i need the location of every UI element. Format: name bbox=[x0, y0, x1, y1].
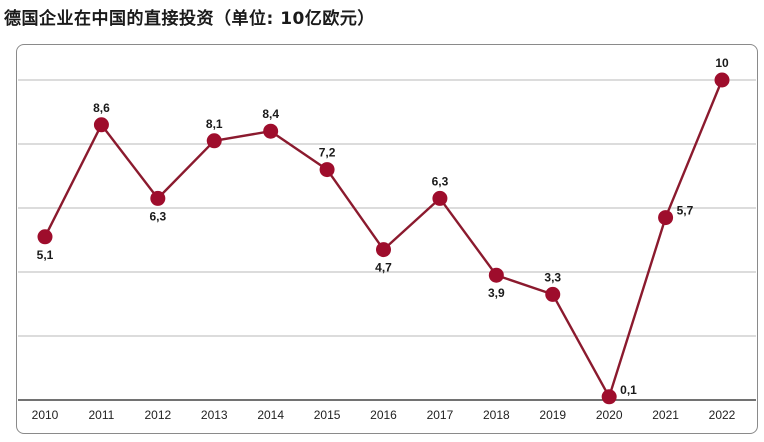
data-point-2010 bbox=[37, 229, 53, 245]
data-point-2017 bbox=[432, 190, 448, 206]
data-label-2012: 6,3 bbox=[149, 209, 166, 223]
data-point-2015 bbox=[319, 162, 335, 178]
gridlines bbox=[18, 79, 756, 401]
data-point-2013 bbox=[206, 133, 222, 149]
data-point-2022 bbox=[714, 72, 730, 88]
x-tick-label-2018: 2018 bbox=[483, 408, 510, 422]
data-label-2021: 5,7 bbox=[677, 204, 694, 218]
x-tick-label-2014: 2014 bbox=[257, 408, 284, 422]
x-tick-label-2012: 2012 bbox=[144, 408, 171, 422]
data-label-2022: 10 bbox=[715, 56, 729, 70]
data-point-2021 bbox=[658, 210, 674, 226]
x-tick-label-2010: 2010 bbox=[32, 408, 59, 422]
series-line bbox=[43, 79, 724, 398]
data-label-2016: 4,7 bbox=[375, 261, 392, 275]
data-label-2015: 7,2 bbox=[319, 146, 336, 160]
data-point-2014 bbox=[263, 123, 279, 139]
x-tick-label-2022: 2022 bbox=[709, 408, 736, 422]
data-point-2018 bbox=[488, 267, 504, 283]
data-label-2010: 5,1 bbox=[37, 248, 54, 262]
x-tick-label-2017: 2017 bbox=[427, 408, 454, 422]
x-tick-label-2016: 2016 bbox=[370, 408, 397, 422]
data-label-2013: 8,1 bbox=[206, 117, 223, 131]
data-label-2017: 6,3 bbox=[432, 174, 449, 188]
data-label-2014: 8,4 bbox=[262, 107, 279, 121]
x-tick-label-2011: 2011 bbox=[89, 408, 115, 422]
data-label-2020: 0,1 bbox=[620, 383, 637, 397]
data-point-2011 bbox=[93, 117, 109, 133]
data-labels: 5,1 8,6 6,3 8,1 8,4 7,2 4,7 6,3 3,9 3,3 0,1 5,7 10 bbox=[37, 56, 729, 397]
x-tick-label-2021: 2021 bbox=[652, 408, 679, 422]
data-points bbox=[37, 72, 730, 405]
data-point-2020 bbox=[601, 389, 617, 405]
x-tick-label-2015: 2015 bbox=[314, 408, 341, 422]
data-label-2018: 3,9 bbox=[488, 286, 505, 300]
x-tick-label-2019: 2019 bbox=[539, 408, 566, 422]
x-tick-label-2013: 2013 bbox=[201, 408, 228, 422]
data-label-2011: 8,6 bbox=[93, 101, 110, 115]
data-point-2019 bbox=[545, 286, 561, 302]
chart-title: 德国企业在中国的直接投资（单位: 10亿欧元） bbox=[4, 9, 375, 29]
data-label-2019: 3,3 bbox=[544, 270, 561, 284]
series-line-path bbox=[43, 79, 724, 398]
chart-frame bbox=[16, 44, 758, 434]
x-tick-label-2020: 2020 bbox=[596, 408, 623, 422]
x-axis-ticks: 2010 2011 2012 2013 2014 2015 2016 2017 2018 2019… bbox=[32, 408, 736, 422]
data-point-2012 bbox=[150, 190, 166, 206]
data-point-2016 bbox=[376, 242, 391, 258]
